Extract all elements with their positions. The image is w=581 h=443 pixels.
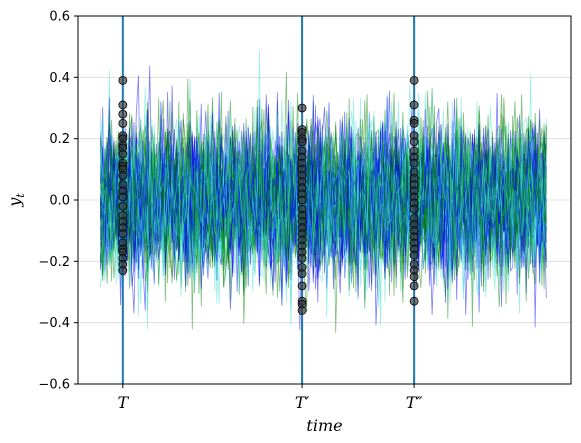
cross-section-marker bbox=[118, 149, 128, 159]
cross-section-marker bbox=[409, 118, 419, 128]
cross-section-marker bbox=[118, 201, 128, 211]
y-axis-label: yt bbox=[5, 193, 27, 208]
cross-section-marker bbox=[118, 229, 128, 239]
cross-section-marker bbox=[297, 137, 307, 147]
cross-section-marker bbox=[118, 100, 128, 110]
series-line bbox=[100, 94, 547, 327]
cross-section-marker bbox=[118, 171, 128, 180]
cross-section-marker bbox=[409, 137, 419, 147]
series-line bbox=[100, 49, 547, 304]
series-line bbox=[100, 110, 547, 327]
cross-section-marker bbox=[409, 158, 419, 168]
series-lines bbox=[100, 49, 547, 333]
y-tick-label: 0.4 bbox=[49, 71, 70, 86]
cross-section-marker bbox=[118, 266, 128, 275]
cross-section-marker bbox=[409, 281, 419, 291]
cross-section-marker bbox=[409, 100, 419, 110]
x-axis-ticks: T T′ T″ bbox=[117, 384, 422, 412]
series-line bbox=[100, 92, 547, 287]
cross-section-marker bbox=[409, 76, 419, 85]
x-axis-label: time bbox=[306, 416, 342, 435]
cross-section-marker bbox=[297, 253, 307, 263]
y-axis-ticks: −0.6 −0.4 −0.2 0.0 0.2 0.4 0.6 bbox=[38, 10, 78, 393]
cross-section-marker bbox=[409, 296, 419, 306]
x-tick-label: T″ bbox=[406, 393, 423, 412]
y-axis-label-base: y bbox=[5, 197, 24, 208]
cross-section-marker bbox=[118, 118, 128, 128]
y-tick-label: −0.6 bbox=[38, 378, 70, 393]
cross-section-marker bbox=[297, 281, 307, 291]
cross-section-marker bbox=[118, 192, 128, 202]
cross-section-marker bbox=[118, 109, 128, 119]
y-axis-label-subscript: t bbox=[14, 193, 27, 198]
plot-area bbox=[100, 16, 547, 384]
cross-section-marker bbox=[297, 195, 307, 205]
y-tick-label: 0.0 bbox=[49, 194, 70, 209]
cross-section-marker bbox=[409, 250, 419, 260]
cross-section-marker bbox=[297, 103, 307, 113]
y-tick-label: 0.2 bbox=[49, 132, 70, 147]
y-tick-label: 0.6 bbox=[49, 10, 70, 25]
cross-section-marker bbox=[409, 272, 419, 282]
cross-section-marker bbox=[118, 76, 128, 85]
y-tick-label: −0.2 bbox=[38, 255, 70, 270]
cross-section-markers bbox=[118, 76, 419, 315]
cross-section-marker bbox=[297, 269, 307, 279]
x-tick-label: T bbox=[117, 393, 129, 412]
x-tick-label: T′ bbox=[295, 393, 310, 412]
cross-section-marker bbox=[297, 305, 307, 315]
y-tick-label: −0.4 bbox=[38, 316, 70, 331]
cross-section-marker bbox=[409, 204, 419, 214]
